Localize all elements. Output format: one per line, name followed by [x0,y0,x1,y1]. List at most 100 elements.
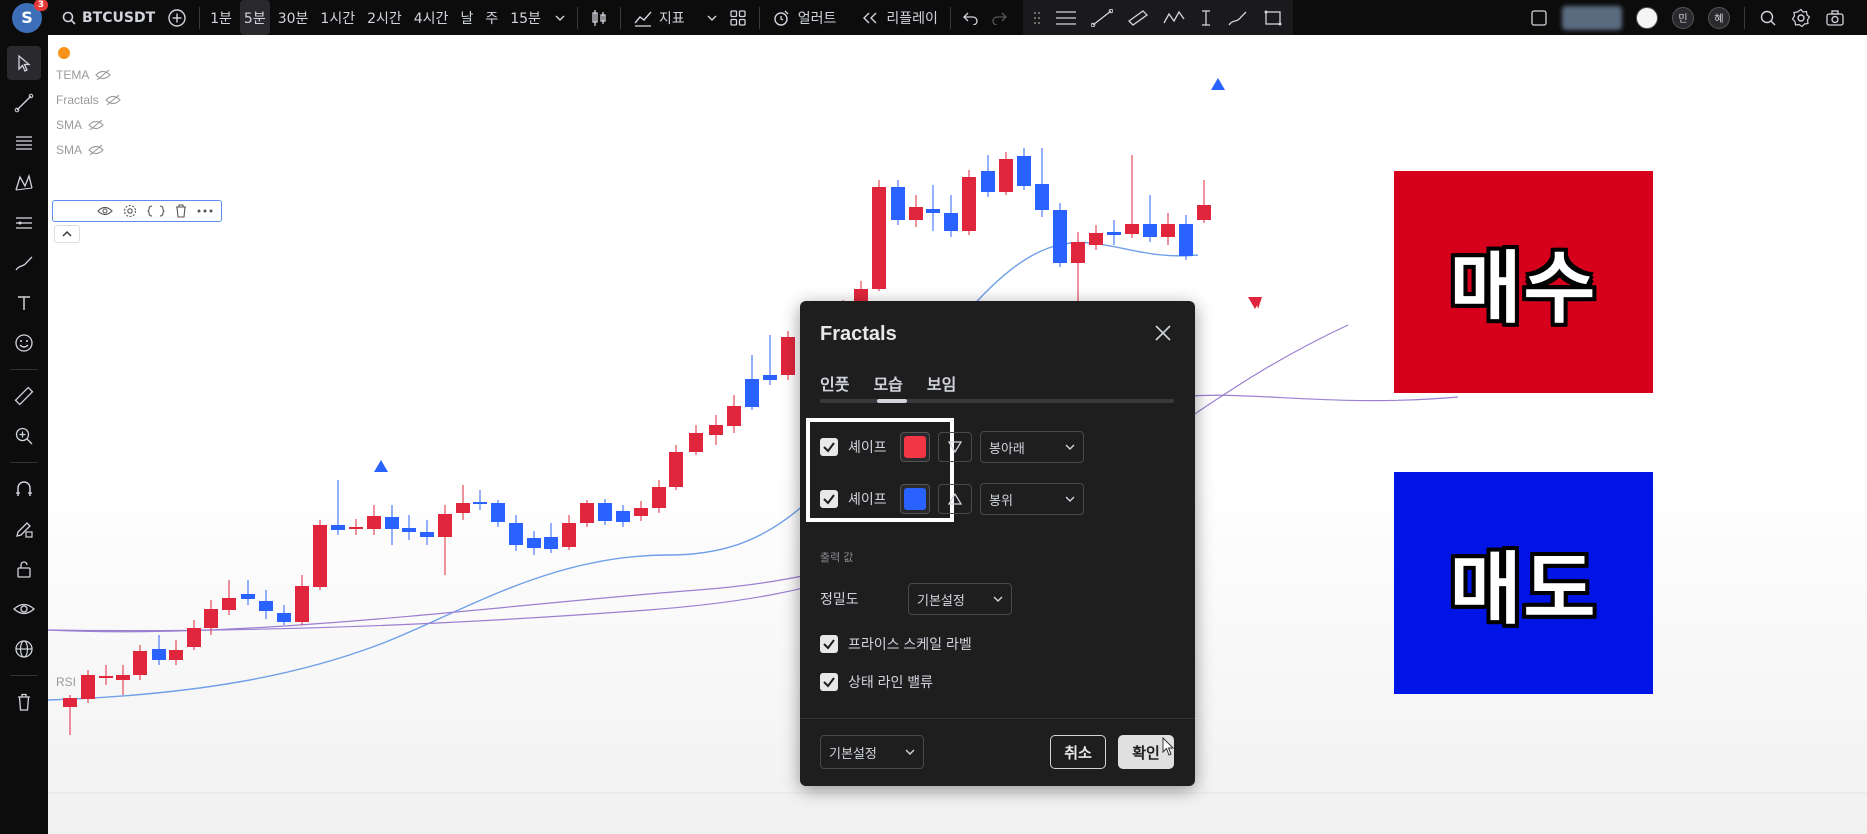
eye-icon[interactable] [97,205,113,217]
source-code-icon[interactable] [147,205,165,217]
measure-tool[interactable] [7,379,41,413]
timeframe-dropdown[interactable] [549,0,571,35]
timeframe-2h[interactable]: 2시간 [367,10,402,27]
pattern-tool[interactable] [7,166,41,200]
channel-icon[interactable] [1127,9,1149,27]
candle-body [909,207,923,220]
lock-tool[interactable] [7,552,41,586]
pattern-icon[interactable] [1163,9,1185,27]
trend-line-icon[interactable] [1090,8,1113,27]
user-avatar[interactable]: S 3 [12,0,48,33]
profile-avatar[interactable] [1636,6,1658,29]
emoji-tool[interactable] [7,326,41,360]
fib-tool[interactable] [7,126,41,160]
timeframe-1m[interactable]: 1분 [210,10,232,27]
cancel-button[interactable]: 취소 [1050,735,1106,769]
chevron-down-icon [993,596,1003,602]
brush-tool[interactable] [7,246,41,280]
fullscreen-frame-icon[interactable] [1530,9,1548,27]
eye-icon [13,603,35,615]
swatch-fill [904,488,926,510]
candle-body [367,516,381,529]
precision-select[interactable]: 기본설정 [908,583,1012,615]
settings-gear-icon[interactable] [1791,8,1811,28]
avatar-hye[interactable]: 혜 [1708,6,1730,29]
timeframe-1h[interactable]: 1시간 [320,10,356,27]
shape-down-style-button[interactable] [938,432,972,462]
shape-row-down: 셰이프 봉아래 [820,431,1084,463]
buy-label: 매수 [1449,244,1598,334]
replay-button[interactable]: 리플레이 [856,0,944,35]
sell-label: 매도 [1449,545,1598,635]
redo-button[interactable] [985,0,1013,35]
indicators-button[interactable]: 지표 [627,0,691,35]
chart-type-button[interactable] [584,0,614,35]
timeframe-5m[interactable]: 5분 [239,0,270,35]
timeframe-day[interactable]: 날 [460,10,474,27]
shape-up-checkbox[interactable] [820,490,838,508]
eye-hidden-icon[interactable] [88,144,104,156]
indicators-label: 지표 [658,10,685,27]
sync-tool[interactable] [7,632,41,666]
drag-handle-icon[interactable] [1033,11,1041,25]
more-options-icon[interactable] [197,209,213,213]
forecast-tool[interactable] [7,206,41,240]
shape-down-location-select[interactable]: 봉아래 [980,431,1084,463]
divider [576,6,578,29]
indicators-icon [634,11,652,27]
trend-line-tool[interactable] [7,86,41,120]
layouts-button[interactable] [723,0,753,35]
quick-search-icon[interactable] [1759,9,1777,27]
rectangle-icon[interactable] [1263,9,1283,27]
zoom-tool[interactable] [7,419,41,453]
tab-inputs[interactable]: 인풋 [820,377,850,394]
close-button[interactable] [1153,323,1173,343]
candle-body [349,527,363,529]
ruler-icon [14,386,34,406]
lock-drawings-tool[interactable] [7,512,41,546]
eye-hidden-icon[interactable] [104,94,121,106]
settings-gear-icon[interactable] [123,204,137,218]
avatar-min[interactable]: 민 [1672,6,1694,29]
eye-hidden-icon[interactable] [88,119,104,131]
alert-button[interactable]: 얼러트 [766,0,843,35]
defaults-select[interactable]: 기본설정 [820,735,924,769]
candle-body [652,487,666,508]
candle-body [669,452,683,487]
shape-down-checkbox[interactable] [820,438,838,456]
camera-icon[interactable] [1825,9,1845,27]
cursor-tool[interactable] [7,46,41,80]
hide-tool[interactable] [7,592,41,626]
shape-up-style-button[interactable] [938,484,972,514]
timeframe-week[interactable]: 주 [485,10,499,27]
text-tool[interactable] [7,286,41,320]
symbol-label: BTCUSDT [82,9,156,26]
chevron-down-icon [555,15,565,21]
shape-down-label: 셰이프 [848,439,887,455]
add-symbol-button[interactable] [161,0,193,35]
shape-up-location-select[interactable]: 봉위 [980,483,1084,515]
brush-icon[interactable] [1227,9,1249,27]
undo-button[interactable] [957,0,985,35]
trash-icon[interactable] [175,204,187,218]
shape-up-color-swatch[interactable] [900,484,930,514]
timeframe-15m[interactable]: 15분 [510,10,541,27]
price-scale-label-checkbox[interactable] [820,635,838,653]
delete-tool[interactable] [7,685,41,719]
candle-body [63,698,77,707]
tab-visibility[interactable]: 보임 [926,377,957,394]
status-line-values-checkbox[interactable] [820,673,838,691]
magnet-tool[interactable] [7,472,41,506]
eye-hidden-icon[interactable] [95,69,112,81]
collapse-legend-button[interactable] [54,225,80,243]
horizontal-lines-icon[interactable] [1055,9,1077,27]
timeframe-4h[interactable]: 4시간 [413,10,449,27]
indicators-dropdown[interactable] [701,0,723,35]
text-cursor-icon[interactable] [1199,9,1213,27]
symbol-search[interactable]: BTCUSDT [56,0,161,35]
shape-down-color-swatch[interactable] [900,432,930,462]
shape-row-up: 셰이프 봉위 [820,483,1084,515]
tab-style[interactable]: 모습 [873,377,903,394]
timeframe-30m[interactable]: 30분 [277,10,309,27]
